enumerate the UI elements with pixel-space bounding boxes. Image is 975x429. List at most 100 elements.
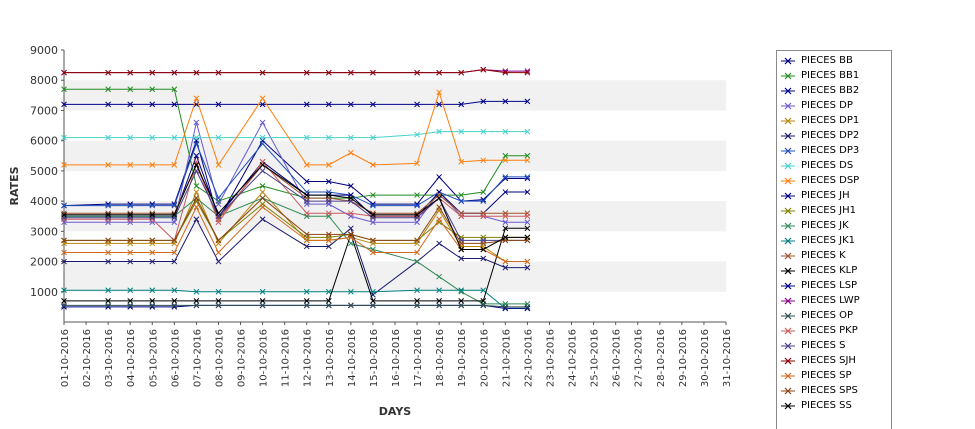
data-point-pieces-ds — [303, 134, 310, 141]
data-point-pieces-s — [325, 198, 332, 204]
y-tick-label: 3000 — [30, 225, 58, 238]
data-point-pieces-bb2 — [127, 101, 134, 108]
data-point-pieces-op — [502, 304, 509, 310]
legend-item: PIECES DSP — [781, 173, 859, 188]
data-point-pieces-op — [370, 302, 376, 309]
data-point-pieces-dp2 — [524, 264, 531, 271]
legend-item: PIECES DP — [781, 98, 853, 113]
data-point-pieces-jk1 — [370, 288, 376, 295]
data-point-pieces-dsp — [502, 157, 509, 164]
grid-band — [64, 140, 726, 171]
data-point-pieces-klp — [303, 297, 310, 304]
data-point-pieces-sjh — [480, 66, 487, 73]
data-point-pieces-dp — [259, 119, 266, 126]
data-point-pieces-sp — [61, 249, 67, 256]
data-point-pieces-ss — [193, 161, 200, 168]
data-point-pieces-sp — [259, 204, 266, 211]
data-point-pieces-klp — [61, 297, 67, 304]
legend-item: PIECES SPS — [781, 383, 858, 398]
legend-label: PIECES BB2 — [801, 85, 860, 96]
x-tick-label: 24-10-2016 — [568, 329, 579, 387]
x-tick-label: 30-10-2016 — [700, 329, 711, 387]
data-point-pieces-sps — [436, 204, 442, 211]
legend-marker-icon — [781, 267, 795, 274]
legend-item: PIECES S — [781, 338, 845, 353]
data-point-pieces-sps — [105, 237, 111, 244]
data-point-pieces-sjh — [215, 69, 222, 76]
data-point-pieces-dp2 — [127, 258, 134, 265]
data-point-pieces-dsp — [303, 161, 310, 168]
data-point-pieces-dp — [502, 219, 509, 226]
data-point-pieces-bb — [436, 174, 442, 180]
data-point-pieces-bb — [325, 178, 332, 185]
data-point-pieces-sjh — [325, 69, 332, 76]
data-point-pieces-jk1 — [215, 288, 222, 295]
data-point-pieces-bb2 — [105, 101, 111, 108]
x-tick-label: 27-10-2016 — [634, 329, 645, 387]
data-point-pieces-sp — [414, 249, 420, 256]
data-point-pieces-dp2 — [193, 216, 200, 223]
data-point-pieces-dp — [171, 219, 178, 226]
data-point-pieces-jk1 — [149, 287, 156, 294]
data-point-pieces-dsp — [105, 161, 111, 168]
data-point-pieces-jk1 — [193, 288, 200, 295]
data-point-pieces-sps — [127, 237, 134, 244]
data-point-pieces-jk1 — [436, 287, 442, 294]
data-point-pieces-dsp — [370, 161, 376, 168]
x-tick-label: 29-10-2016 — [678, 329, 689, 387]
data-point-pieces-sjh — [259, 69, 266, 76]
legend-item: PIECES BB2 — [781, 83, 859, 98]
legend-label: PIECES JH1 — [801, 205, 856, 216]
legend-item: PIECES DP3 — [781, 143, 859, 158]
legend-label: PIECES JK1 — [801, 235, 855, 246]
data-point-pieces-sp — [149, 249, 156, 256]
data-point-pieces-sp — [193, 204, 200, 211]
x-tick-label: 25-10-2016 — [590, 329, 601, 387]
data-point-pieces-jk1 — [480, 287, 487, 294]
legend-label: PIECES JH — [801, 190, 850, 201]
data-point-pieces-sps — [193, 195, 200, 201]
x-tick-label: 03-10-2016 — [104, 329, 115, 387]
legend-marker-icon — [781, 252, 795, 259]
data-point-pieces-ds — [193, 134, 200, 141]
legend-item: PIECES DP2 — [781, 128, 859, 143]
data-point-pieces-sjh — [303, 69, 310, 76]
data-point-pieces-ds — [436, 128, 442, 135]
data-point-pieces-bb2 — [259, 101, 266, 108]
data-point-pieces-op — [259, 302, 266, 309]
legend-item: PIECES BB — [781, 53, 853, 68]
legend-item: PIECES JH1 — [781, 203, 856, 218]
series-line-pieces-op — [64, 304, 528, 308]
data-point-pieces-bb2 — [325, 101, 332, 108]
data-point-pieces-dp3 — [127, 202, 134, 209]
data-point-pieces-klp — [259, 297, 266, 304]
data-point-pieces-ss — [524, 234, 531, 241]
y-tick-label: 4000 — [30, 195, 58, 208]
data-point-pieces-bb1 — [414, 192, 420, 198]
data-point-pieces-bb2 — [458, 101, 465, 108]
data-point-pieces-klp — [502, 225, 509, 232]
data-point-pieces-dp — [524, 219, 531, 226]
x-tick-label: 18-10-2016 — [435, 329, 446, 387]
data-point-pieces-sp — [127, 249, 134, 256]
data-point-pieces-bb2 — [303, 101, 310, 108]
x-tick-label: 15-10-2016 — [369, 329, 380, 387]
data-point-pieces-bb1 — [370, 192, 376, 198]
data-point-pieces-sjh — [502, 69, 509, 76]
legend-item: PIECES DP1 — [781, 113, 859, 128]
legend-marker-icon — [781, 402, 795, 409]
data-point-pieces-sjh — [149, 69, 156, 76]
legend-label: PIECES K — [801, 250, 846, 261]
data-point-pieces-bb2 — [502, 98, 509, 105]
legend-item: PIECES SS — [781, 398, 852, 413]
legend-marker-icon — [781, 162, 795, 169]
data-point-pieces-ss — [259, 161, 266, 168]
y-tick-label: 8000 — [30, 74, 58, 87]
data-point-pieces-bb2 — [524, 98, 531, 105]
legend-item: PIECES SJH — [781, 353, 856, 368]
legend-marker-icon — [781, 222, 795, 229]
data-point-pieces-bb2 — [436, 101, 442, 108]
legend-marker-icon — [781, 327, 795, 334]
data-point-pieces-ds — [414, 131, 420, 138]
series-line-pieces-jk1 — [64, 289, 528, 309]
